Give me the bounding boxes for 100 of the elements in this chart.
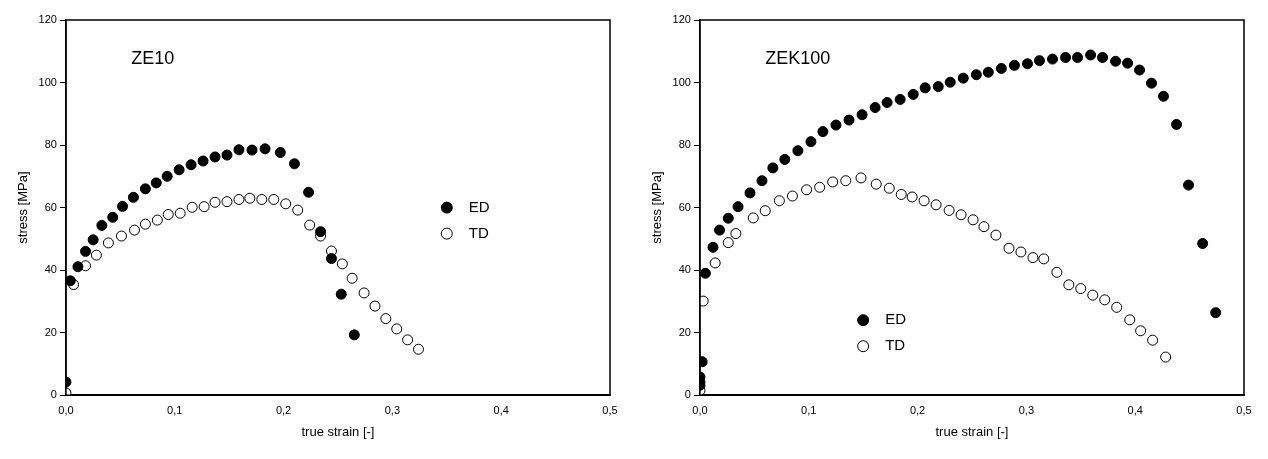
point bbox=[1134, 64, 1146, 76]
point bbox=[970, 69, 982, 81]
point bbox=[843, 114, 855, 126]
point bbox=[995, 62, 1007, 74]
y-tick-label: 40 bbox=[44, 263, 57, 276]
point bbox=[209, 196, 221, 208]
x-axis-title: true strain [-] bbox=[301, 423, 375, 439]
point bbox=[906, 191, 918, 203]
point bbox=[894, 93, 906, 105]
point bbox=[102, 237, 114, 249]
x-tick-label: 0,2 bbox=[275, 403, 292, 416]
point bbox=[1097, 52, 1109, 64]
point bbox=[1003, 242, 1015, 254]
x-tick-label: 0,0 bbox=[58, 403, 74, 416]
y-tick-label: 80 bbox=[44, 138, 57, 151]
point bbox=[870, 178, 882, 190]
point bbox=[730, 228, 742, 240]
point bbox=[325, 253, 337, 265]
y-tick-label: 100 bbox=[38, 75, 57, 88]
point bbox=[856, 109, 868, 121]
point bbox=[932, 81, 944, 93]
point bbox=[779, 153, 791, 165]
point bbox=[1157, 90, 1169, 102]
point bbox=[1147, 334, 1159, 346]
x-tick-label: 0,4 bbox=[493, 403, 509, 416]
y-tick-label: 80 bbox=[678, 138, 691, 151]
point bbox=[1051, 266, 1063, 278]
point bbox=[139, 183, 151, 195]
point bbox=[1015, 246, 1027, 258]
point bbox=[1087, 289, 1099, 301]
point bbox=[336, 258, 348, 270]
point bbox=[1038, 253, 1050, 265]
text: ZE10 bbox=[131, 47, 175, 68]
point bbox=[346, 272, 358, 284]
point bbox=[722, 237, 734, 249]
point bbox=[115, 230, 127, 242]
point bbox=[127, 191, 139, 203]
point bbox=[990, 229, 1002, 241]
y-tick-label: 120 bbox=[38, 13, 57, 26]
point bbox=[65, 275, 76, 287]
point bbox=[699, 295, 709, 307]
point bbox=[246, 144, 258, 156]
point bbox=[1027, 252, 1039, 264]
point bbox=[198, 201, 210, 213]
point bbox=[96, 219, 108, 231]
y-tick-label: 20 bbox=[678, 325, 691, 338]
text: ZEK100 bbox=[765, 47, 831, 68]
point bbox=[107, 211, 119, 223]
y-tick-label: 60 bbox=[44, 200, 57, 213]
point bbox=[90, 249, 102, 261]
point bbox=[1210, 307, 1222, 319]
point bbox=[1124, 314, 1136, 326]
point bbox=[955, 209, 967, 221]
y-axis-title: stress [MPa] bbox=[15, 171, 31, 244]
point bbox=[869, 102, 881, 114]
x-tick-label: 0,1 bbox=[167, 403, 183, 416]
point bbox=[957, 72, 969, 84]
point bbox=[304, 219, 316, 231]
point bbox=[817, 126, 829, 138]
legend-label: ED bbox=[885, 310, 907, 328]
point bbox=[747, 212, 759, 224]
point bbox=[268, 193, 280, 205]
point bbox=[185, 159, 197, 171]
x-axis-title: true strain [-] bbox=[935, 423, 1009, 439]
point bbox=[173, 164, 185, 176]
point bbox=[186, 201, 198, 213]
point bbox=[150, 177, 162, 189]
legend-label: TD bbox=[885, 336, 906, 354]
point bbox=[714, 224, 726, 236]
x-tick-label: 0,5 bbox=[1236, 403, 1252, 416]
point bbox=[292, 204, 304, 216]
point bbox=[855, 172, 867, 184]
point bbox=[967, 214, 979, 226]
point bbox=[722, 212, 734, 224]
point bbox=[72, 261, 84, 273]
point bbox=[233, 193, 245, 205]
point bbox=[814, 181, 826, 193]
point bbox=[1160, 351, 1172, 363]
point bbox=[129, 224, 140, 236]
point bbox=[944, 76, 956, 88]
point bbox=[895, 188, 907, 200]
point bbox=[162, 208, 174, 220]
point bbox=[303, 186, 315, 198]
y-tick-label: 120 bbox=[672, 13, 691, 26]
point bbox=[139, 218, 151, 230]
point bbox=[1072, 52, 1084, 64]
y-tick-label: 0 bbox=[684, 388, 691, 401]
point bbox=[244, 192, 256, 204]
point bbox=[883, 182, 895, 194]
point bbox=[117, 200, 129, 212]
point bbox=[274, 147, 286, 159]
point bbox=[1197, 238, 1209, 250]
point bbox=[805, 136, 817, 148]
point bbox=[1021, 58, 1033, 70]
point bbox=[759, 205, 771, 217]
point bbox=[380, 313, 392, 325]
x-tick-label: 0,5 bbox=[602, 403, 618, 416]
point bbox=[161, 170, 173, 182]
x-tick-label: 0,1 bbox=[801, 403, 817, 416]
point bbox=[1046, 53, 1058, 65]
